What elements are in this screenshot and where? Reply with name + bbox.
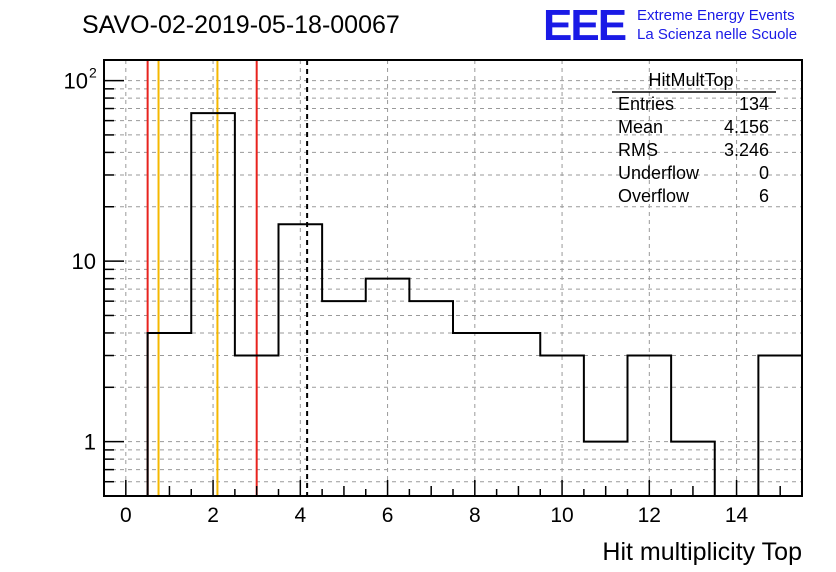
stats-row-label: Entries [618, 94, 674, 114]
x-tick-label: 0 [120, 504, 132, 527]
histogram-series [104, 112, 803, 497]
stats-row-value: 6 [759, 186, 769, 206]
stats-box-rows: Entries 134 Mean 4.156 RMS 3.246 Underflow 0 Ove… [618, 94, 769, 206]
stats-row-label: Mean [618, 117, 663, 137]
histogram-bar [279, 224, 323, 496]
histogram-bar [540, 356, 584, 496]
histogram-bar [758, 356, 802, 496]
x-tick-label: 6 [382, 504, 394, 527]
stats-row-label: RMS [618, 140, 658, 160]
stats-box: HitMultTop Entries 134 Mean 4.156 RMS 3.246 Un… [612, 70, 776, 206]
x-tick-label: 10 [550, 504, 573, 527]
x-tick-labels: 0 2 4 6 8 10 12 14 [120, 504, 749, 527]
histogram-bar [628, 356, 672, 496]
stats-row-value: 0 [759, 163, 769, 183]
stats-box-title: HitMultTop [648, 70, 733, 90]
y-tick-label: 1 [84, 430, 96, 455]
stats-row-label: Underflow [618, 163, 700, 183]
stats-row-value: 3.246 [724, 140, 769, 160]
histogram-outline [104, 112, 803, 497]
stats-row-value: 134 [739, 94, 769, 114]
eee-logo: EEE Extreme Energy Events La Scienza nel… [543, 1, 797, 50]
x-tick-label: 2 [207, 504, 219, 527]
logo-line-2: La Scienza nelle Scuole [637, 26, 797, 43]
chart-title: SAVO-02-2019-05-18-00067 [82, 11, 400, 39]
histogram-bar [148, 333, 192, 496]
x-tick-label: 14 [725, 504, 749, 527]
x-tick-label: 8 [469, 504, 481, 527]
stats-row-label: Overflow [618, 186, 690, 206]
histogram-bar [322, 301, 366, 496]
x-tick-label: 12 [638, 504, 661, 527]
y-tick-label: 10 [72, 249, 96, 274]
stats-row-value: 4.156 [724, 117, 769, 137]
y-tick-label-exponent: 2 [89, 65, 97, 81]
logo-line-1: Extreme Energy Events [637, 7, 795, 24]
eee-logo-mark: EEE [543, 1, 626, 50]
histogram-bar [497, 333, 541, 496]
histogram-bar [191, 113, 235, 496]
histogram-bar [366, 279, 410, 496]
axis-ticks [103, 79, 803, 497]
grid-lines [104, 60, 802, 497]
x-tick-label: 4 [294, 504, 306, 527]
histogram-bar [409, 301, 453, 496]
histogram-bar [453, 333, 497, 496]
x-axis-label: Hit multiplicity Top [602, 538, 802, 566]
y-tick-label: 10 [64, 69, 88, 94]
histogram-bar [235, 356, 279, 496]
